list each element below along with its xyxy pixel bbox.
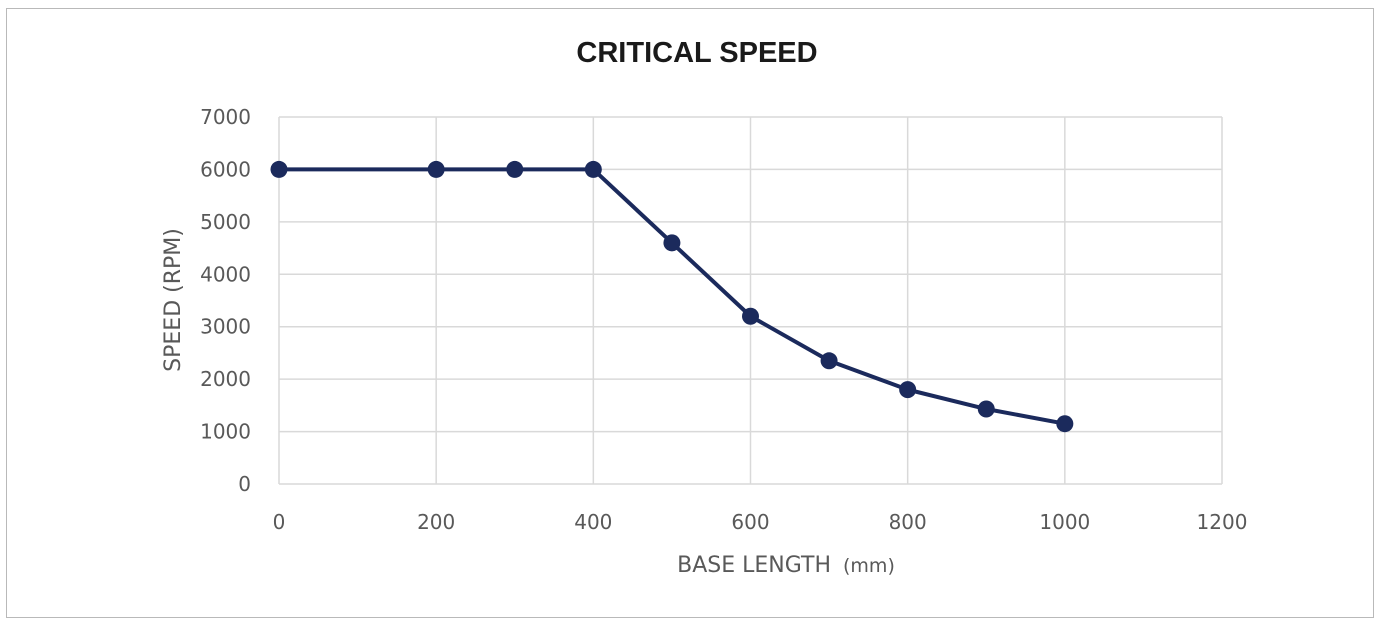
grid [278, 116, 1223, 485]
y-tick-label: 0 [238, 472, 251, 496]
y-tick-label: 5000 [200, 210, 251, 234]
x-tick-label: 600 [731, 510, 769, 534]
data-point [270, 160, 288, 178]
x-axis-label-group: BASE LENGTH (mm) [677, 553, 895, 578]
y-tick-label: 2000 [200, 367, 251, 391]
x-tick-label: 200 [417, 510, 455, 534]
x-tick-label: 0 [273, 510, 286, 534]
x-tick-label: 800 [889, 510, 927, 534]
series-line [279, 167, 1066, 426]
x-tick-labels: 0 200 400 600 800 1000 1200 [273, 510, 1248, 534]
y-tick-label: 4000 [200, 262, 251, 286]
data-point [742, 307, 759, 325]
y-tick-labels: 0 1000 2000 3000 4000 5000 6000 7000 [200, 105, 251, 496]
y-tick-label: 1000 [200, 420, 251, 444]
data-point [427, 160, 445, 178]
y-tick-label: 6000 [200, 157, 251, 181]
y-axis-label: SPEED (RPM) [161, 228, 186, 372]
data-point [820, 352, 838, 370]
data-point [584, 160, 602, 178]
x-tick-label: 1000 [1039, 510, 1090, 534]
data-point [899, 381, 917, 399]
data-point [1056, 415, 1074, 433]
x-axis-unit: (mm) [843, 555, 895, 577]
chart-title: CRITICAL SPEED [576, 37, 817, 69]
data-point [977, 400, 995, 418]
chart-frame [6, 8, 1374, 618]
y-tick-label: 3000 [200, 315, 251, 339]
series [270, 160, 1074, 433]
y-tick-label: 7000 [200, 105, 251, 129]
x-tick-label: 1200 [1197, 510, 1248, 534]
x-axis-label: BASE LENGTH [677, 553, 831, 578]
data-point [506, 160, 524, 178]
x-tick-label: 400 [574, 510, 612, 534]
data-point [663, 234, 681, 252]
